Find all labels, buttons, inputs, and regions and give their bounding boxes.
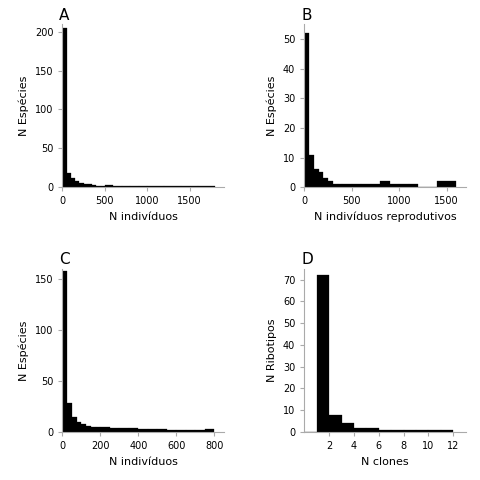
Y-axis label: N Espécies: N Espécies (267, 75, 277, 136)
Bar (317, 276, 329, 432)
Bar (366, 428, 379, 432)
Bar (96, 186, 101, 187)
Bar (337, 184, 342, 187)
Bar (84, 184, 88, 187)
Bar (319, 172, 324, 187)
Bar (304, 33, 309, 187)
Bar (371, 184, 380, 187)
Bar (138, 429, 148, 432)
Bar (96, 427, 100, 432)
Text: D: D (301, 252, 313, 267)
Bar (67, 173, 71, 187)
Text: A: A (59, 8, 70, 23)
Text: C: C (59, 252, 70, 267)
Bar (67, 403, 72, 432)
Bar (82, 424, 86, 432)
Bar (408, 184, 418, 187)
Bar (404, 430, 416, 432)
Bar (88, 184, 92, 187)
Bar (86, 426, 91, 432)
Bar (309, 155, 314, 187)
Bar (437, 181, 456, 187)
Bar (139, 186, 147, 187)
X-axis label: N indivíduos: N indivíduos (108, 456, 178, 467)
Bar (167, 430, 176, 432)
Bar (92, 185, 96, 187)
Text: B: B (301, 8, 312, 23)
Bar (101, 186, 105, 187)
Bar (72, 417, 77, 432)
Bar (333, 184, 337, 187)
Bar (157, 429, 167, 432)
Bar (130, 186, 139, 187)
Bar (110, 428, 120, 432)
Bar (186, 430, 195, 432)
Bar (100, 427, 110, 432)
Bar (164, 186, 181, 187)
Bar (120, 428, 129, 432)
Bar (176, 430, 186, 432)
Bar (129, 428, 138, 432)
Bar (380, 181, 390, 187)
Bar (328, 181, 333, 187)
Bar (379, 430, 391, 432)
X-axis label: N indivíduos reprodutivos: N indivíduos reprodutivos (313, 212, 456, 222)
Bar (122, 186, 130, 187)
Bar (352, 184, 361, 187)
Y-axis label: N Espécies: N Espécies (19, 320, 29, 381)
Bar (391, 430, 404, 432)
Bar (390, 184, 399, 187)
Bar (62, 28, 67, 187)
Bar (147, 186, 164, 187)
Y-axis label: N Espécies: N Espécies (19, 75, 29, 136)
Bar (342, 184, 352, 187)
Bar (204, 429, 214, 432)
Bar (148, 429, 157, 432)
Bar (75, 181, 79, 187)
X-axis label: N indivíduos: N indivíduos (108, 212, 178, 222)
Bar (71, 178, 75, 187)
Bar (79, 182, 84, 187)
Bar (342, 423, 354, 432)
Bar (324, 178, 328, 187)
Bar (91, 427, 96, 432)
Bar (361, 184, 371, 187)
Bar (113, 186, 122, 187)
Bar (354, 428, 366, 432)
Y-axis label: N Ribotipos: N Ribotipos (267, 319, 277, 382)
X-axis label: N clones: N clones (361, 456, 409, 467)
Bar (62, 271, 67, 432)
Bar (195, 430, 204, 432)
Bar (198, 186, 215, 187)
Bar (329, 415, 342, 432)
Bar (428, 430, 441, 432)
Bar (181, 186, 198, 187)
Bar (314, 169, 319, 187)
Bar (399, 184, 408, 187)
Bar (77, 422, 82, 432)
Bar (441, 430, 453, 432)
Bar (105, 185, 113, 187)
Bar (416, 430, 428, 432)
